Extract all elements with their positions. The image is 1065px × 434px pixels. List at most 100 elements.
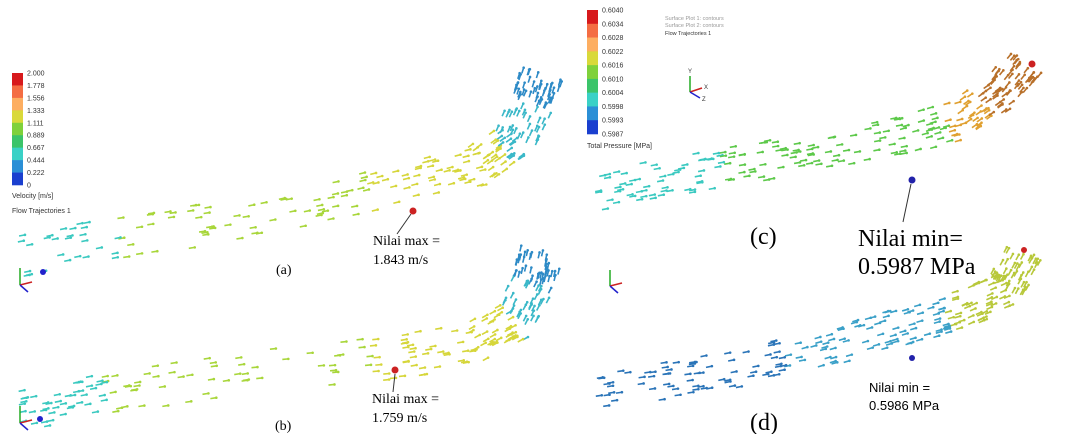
flow-arrow-head [789,364,792,367]
flow-arrow-head [1009,89,1012,92]
flow-arrow-head [1014,287,1017,290]
flow-arrow-head [378,356,381,359]
flow-arrow-head [540,288,543,291]
flow-arrow-head [662,179,665,182]
flow-arrow-head [783,356,786,359]
flow-arrow-head [783,368,786,371]
flow-arrow-head [938,126,941,129]
flow-arrow-head [1026,87,1029,90]
flow-arrow-head [469,180,472,183]
flow-arrow-head [1022,87,1025,90]
flow-arrow-head [1013,65,1016,68]
flow-arrow-head [415,364,418,367]
flow-arrow-head [362,186,365,189]
flow-arrow-head [167,404,170,407]
flow-arrow-head [604,174,607,177]
flow-arrow-head [1002,275,1005,278]
flow-arrow-head [434,345,437,348]
flow-arrow-head [491,151,494,154]
flow-arrow-head [23,402,26,405]
flow-arrow-head [654,197,657,200]
flow-arrow-head [694,361,697,364]
flow-arrow-head [497,124,500,127]
flow-arrow-head [799,150,802,153]
flow-arrow-head [775,356,778,359]
flow-arrow-head [717,152,720,155]
flow-arrow-head [785,364,788,367]
flow-arrow-head [487,356,490,359]
flow-arrow-head [799,341,802,344]
flow-arrow-head [645,189,648,192]
flow-arrow-head [418,174,421,177]
flow-arrow-head [81,222,84,225]
flow-arrow-head [512,335,515,338]
flow-arrow-head [529,115,532,118]
flow-arrow-head [524,112,527,115]
colorbar-segment [587,10,598,24]
flow-arrow-head [907,124,910,127]
colorbar-segment [587,24,598,38]
flow-arrow-head [114,391,117,394]
flow-arrow-head [930,135,933,138]
flow-arrow-head [542,298,545,301]
flow-arrow-head [74,394,77,397]
flow-arrow-head [1016,270,1019,273]
flow-arrow-head [691,379,694,382]
flow-arrow-head [1001,88,1004,91]
flow-arrow-head [248,378,251,381]
flow-arrow-head [487,159,490,162]
flow-arrow-head [214,227,217,230]
flow-arrow-head [863,324,866,327]
flow-arrow-head [447,352,450,355]
flow-arrow-head [494,138,497,141]
flow-arrow-head [45,409,48,412]
flow-arrow-head [274,218,277,221]
colorbar-segment [587,65,598,79]
flow-arrow-head [528,68,531,71]
flow-arrow-head [261,377,264,380]
flow-arrow-head [959,315,962,318]
flow-arrow-head [904,149,907,152]
flow-arrow-head [505,296,508,299]
panel-label: (d) [750,410,778,434]
flow-arrow-head [970,301,973,304]
flow-arrow-head [408,177,411,180]
flow-arrow-head [486,317,489,320]
flow-arrow-head [380,363,383,366]
flow-arrow-head [672,385,675,388]
flow-arrow-head [515,87,518,90]
flow-arrow-head [106,375,109,378]
flow-arrow-head [518,87,521,90]
flow-arrow-head [492,320,495,323]
flow-arrow-head [368,188,371,191]
flow-arrow-head [486,330,489,333]
legend-ticks: 2.0001.7781.5561.3331.1110.8890.6670.444… [27,71,45,190]
flow-arrow-head [543,117,546,120]
flow-arrow-head [532,315,535,318]
colorbar [12,73,23,185]
flow-arrow-head [504,160,507,163]
flow-arrow-head [417,194,420,197]
flow-arrow-head [932,306,935,309]
flow-arrow-head [504,153,507,156]
flow-arrow-head [496,341,499,344]
colorbar-segment [587,106,598,120]
flow-arrow-head [631,193,634,196]
flow-arrow-head [513,140,516,143]
flow-arrow-head [995,302,998,305]
flow-arrow-head [822,364,825,367]
legend-tick: 0.222 [27,170,45,177]
flow-arrow-head [671,189,674,192]
figure: 2.0001.7781.5561.3331.1110.8890.6670.444… [0,0,1065,434]
flow-arrow-head [618,201,621,204]
flow-arrow-head [545,258,548,261]
flow-arrow-head [984,96,987,99]
flow-arrow-head [804,359,807,362]
flow-arrow-head [69,259,72,262]
flow-arrow-head [757,365,760,368]
flow-arrow-head [670,368,673,371]
flow-arrow-head [530,90,533,93]
flow-arrow-head [974,307,977,310]
flow-arrow-head [1002,69,1005,72]
flow-arrow-head [853,162,856,165]
